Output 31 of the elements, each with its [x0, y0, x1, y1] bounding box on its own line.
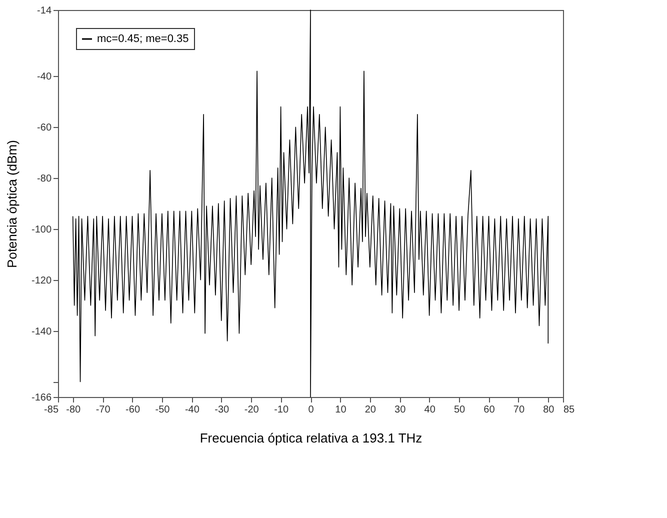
- y-tick-label: -120: [31, 275, 52, 286]
- x-tick-label: -60: [126, 404, 140, 416]
- y-tick-label: -40: [37, 72, 52, 83]
- x-tick-label: 0: [308, 404, 314, 416]
- legend-label: mc=0.45; me=0.35: [97, 33, 189, 45]
- x-tick-label: -85: [44, 404, 59, 416]
- x-tick-label: 10: [335, 404, 347, 416]
- y-tick-label: -14: [37, 6, 52, 16]
- x-tick-label: 40: [424, 404, 436, 416]
- x-tick-label: -40: [184, 404, 200, 416]
- y-tick-label: -60: [37, 122, 52, 134]
- x-tick-label: -50: [155, 404, 170, 416]
- y-tick-label: -140: [31, 326, 52, 338]
- y-tick-label: -100: [31, 224, 52, 236]
- y-tick-label: -166: [31, 392, 52, 404]
- line-series: [72, 10, 549, 398]
- x-tick-label: 80: [543, 404, 555, 416]
- x-tick-label: 30: [394, 404, 406, 416]
- y-tick-label: -80: [37, 174, 52, 185]
- x-tick-label: -30: [214, 404, 230, 416]
- x-tick-label: 85: [564, 404, 576, 416]
- x-tick-label: 60: [484, 404, 496, 416]
- x-tick-label: 70: [513, 404, 525, 416]
- x-tick-label: -70: [96, 404, 111, 416]
- y-axis-title: Potencia óptica (dBm): [4, 140, 20, 268]
- x-tick-label: -80: [66, 404, 82, 416]
- x-tick-label: 50: [454, 404, 466, 416]
- x-axis-title: Frecuencia óptica relativa a 193.1 THz: [200, 430, 422, 446]
- x-tick-label: 20: [364, 404, 376, 416]
- x-tick-label: -20: [244, 404, 260, 416]
- x-tick-label: -10: [274, 404, 289, 416]
